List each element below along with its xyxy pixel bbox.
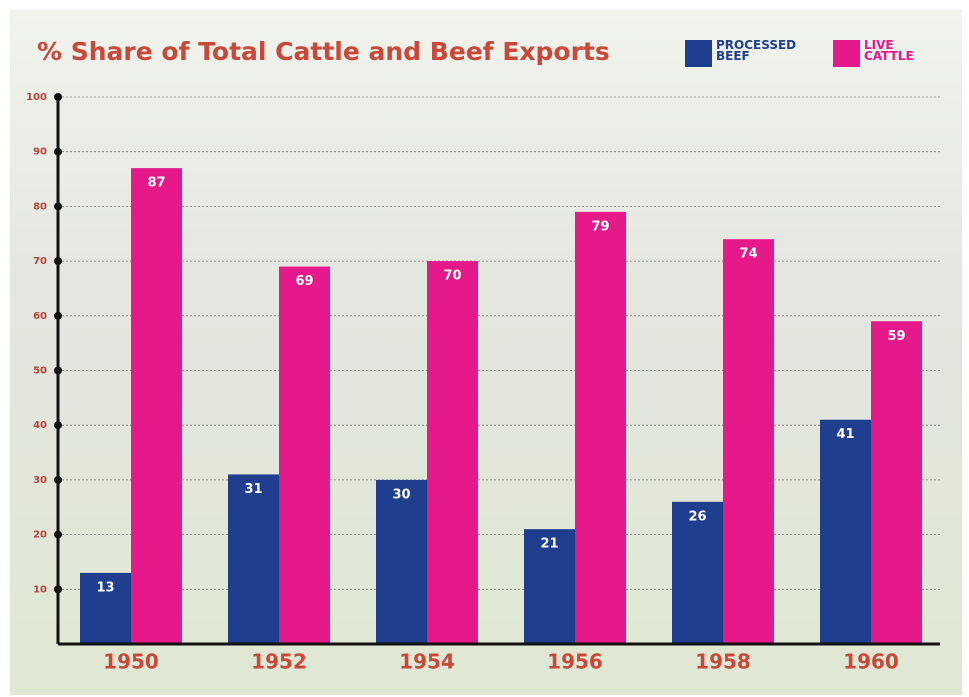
bar bbox=[427, 261, 478, 644]
x-tick-label: 1954 bbox=[399, 650, 455, 674]
bar bbox=[131, 168, 182, 645]
value-label: 21 bbox=[540, 537, 558, 552]
value-label: 69 bbox=[295, 274, 313, 289]
value-label: 70 bbox=[443, 269, 461, 284]
bar bbox=[575, 211, 626, 644]
y-tick-label: 10 bbox=[33, 584, 47, 595]
value-label: 41 bbox=[836, 427, 854, 442]
legend-item: PROCESSED BEEF bbox=[685, 38, 811, 67]
legend-label: LIVE CATTLE bbox=[864, 38, 914, 63]
y-tick-label: 60 bbox=[33, 311, 47, 322]
bar bbox=[672, 501, 723, 644]
y-tick-label: 50 bbox=[33, 366, 47, 377]
x-tick-label: 1958 bbox=[695, 650, 751, 674]
x-tick-label: 1960 bbox=[843, 650, 899, 674]
value-label: 30 bbox=[392, 487, 410, 502]
value-label: 13 bbox=[96, 580, 114, 595]
bar bbox=[871, 321, 922, 644]
legend-item: LIVE CATTLE bbox=[833, 38, 924, 67]
y-tick-label: 40 bbox=[33, 420, 47, 431]
bar bbox=[524, 529, 575, 644]
y-tick-label: 90 bbox=[33, 147, 47, 158]
x-tick-label: 1950 bbox=[103, 650, 159, 674]
chart-title: % Share of Total Cattle and Beef Exports bbox=[37, 37, 610, 66]
y-tick-label: 20 bbox=[33, 530, 47, 541]
legend-swatch bbox=[685, 40, 712, 67]
x-tick-label: 1952 bbox=[251, 650, 307, 674]
y-tick-label: 100 bbox=[26, 92, 47, 103]
value-label: 87 bbox=[147, 176, 165, 191]
x-tick-label: 1956 bbox=[547, 650, 603, 674]
value-label: 31 bbox=[244, 482, 262, 497]
bar bbox=[279, 266, 330, 644]
value-label: 59 bbox=[887, 329, 905, 344]
y-tick-label: 70 bbox=[33, 256, 47, 267]
legend-label: PROCESSED BEEF bbox=[716, 38, 797, 63]
legend-swatch bbox=[833, 40, 860, 67]
bar bbox=[820, 419, 871, 644]
y-tick-label: 30 bbox=[33, 475, 47, 486]
bar bbox=[228, 474, 279, 644]
value-label: 79 bbox=[591, 219, 609, 234]
bar bbox=[80, 572, 131, 644]
bar bbox=[723, 239, 774, 644]
bar bbox=[376, 479, 427, 644]
y-tick-label: 80 bbox=[33, 201, 47, 212]
value-label: 26 bbox=[688, 509, 706, 524]
value-label: 74 bbox=[739, 247, 757, 262]
